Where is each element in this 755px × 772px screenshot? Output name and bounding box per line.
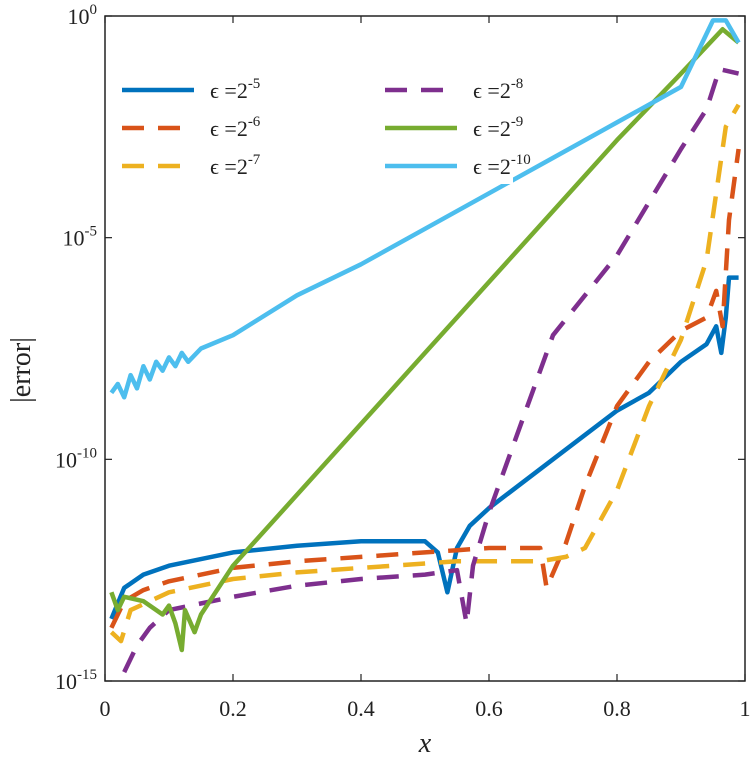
legend-label-0: ϵ =2-5 [210,76,260,103]
x-tick-label: 0 [100,696,111,721]
plot-frame [104,15,746,682]
legend-label-5: ϵ =2-10 [473,152,531,179]
legend-label-3: ϵ =2-8 [473,76,523,103]
y-tick-label: 10-15 [55,667,97,694]
series-line-2 [109,103,741,644]
legend-label-4: ϵ =2-9 [473,114,523,141]
x-tick-label: 0.6 [475,696,503,721]
series-line-5 [109,18,741,400]
x-tick-label: 0.4 [347,696,375,721]
y-tick-label: 10-5 [63,224,98,251]
x-tick-label: 0.2 [219,696,247,721]
x-tick-label: 0.8 [603,696,631,721]
series-line-4 [109,27,741,653]
y-tick-label: 100 [68,2,98,29]
x-tick-label: 1 [740,696,751,721]
y-axis-label: |error| [6,337,37,403]
y-tick-label: 10-10 [55,445,97,472]
series-line-0 [109,275,739,620]
legend-label-2: ϵ =2-7 [210,152,261,179]
series-line-1 [109,148,741,629]
x-axis-label: x [418,728,432,759]
legend-label-1: ϵ =2-6 [210,114,261,141]
